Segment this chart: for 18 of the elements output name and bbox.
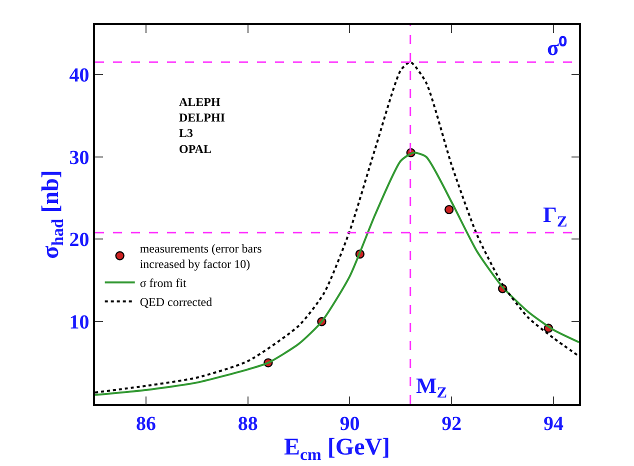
x-tick-label: 88: [238, 412, 258, 435]
x-tick-label: 92: [442, 412, 462, 435]
y-tick-label: 40: [69, 64, 90, 86]
ref-line-label: Γ$_{Z}$: [543, 202, 568, 231]
y-tick-label: 10: [69, 312, 90, 334]
ref-line-label: σ⁰: [547, 35, 567, 60]
x-axis-title: E$_{cm}$ [GeV]: [284, 434, 390, 464]
y-tick-label: 20: [69, 229, 90, 252]
ref-line-label: M$_{Z}$: [416, 373, 448, 402]
x-tick-label: 86: [136, 412, 156, 435]
annotation: ALEPH DELPHI L3 OPAL: [179, 95, 226, 156]
legend-label: σ from fit: [140, 276, 187, 290]
x-tick-label: 90: [340, 412, 360, 435]
legend-label: measurements (error bars increased by factor 10): [140, 242, 262, 272]
y-tick-label: 30: [69, 146, 90, 169]
legend-label: QED corrected: [140, 295, 212, 310]
x-tick-label: 94: [544, 412, 564, 435]
point: [444, 204, 454, 214]
